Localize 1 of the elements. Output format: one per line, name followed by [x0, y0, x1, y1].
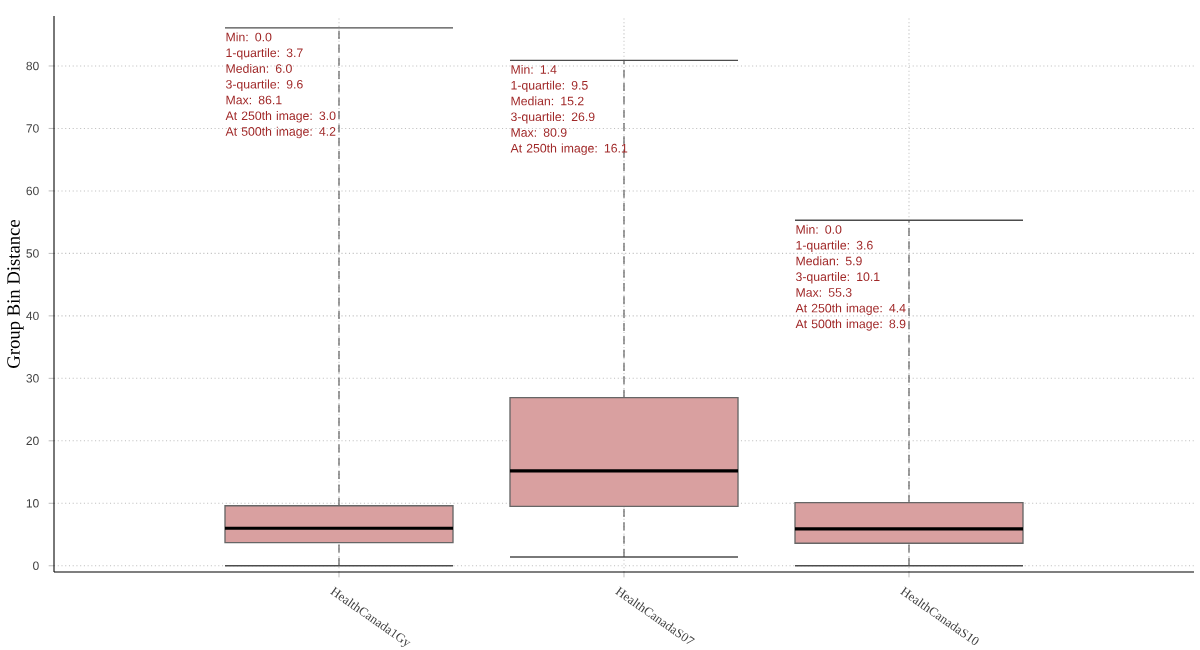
y-axis-title: Group Bin Distance — [7, 220, 24, 368]
